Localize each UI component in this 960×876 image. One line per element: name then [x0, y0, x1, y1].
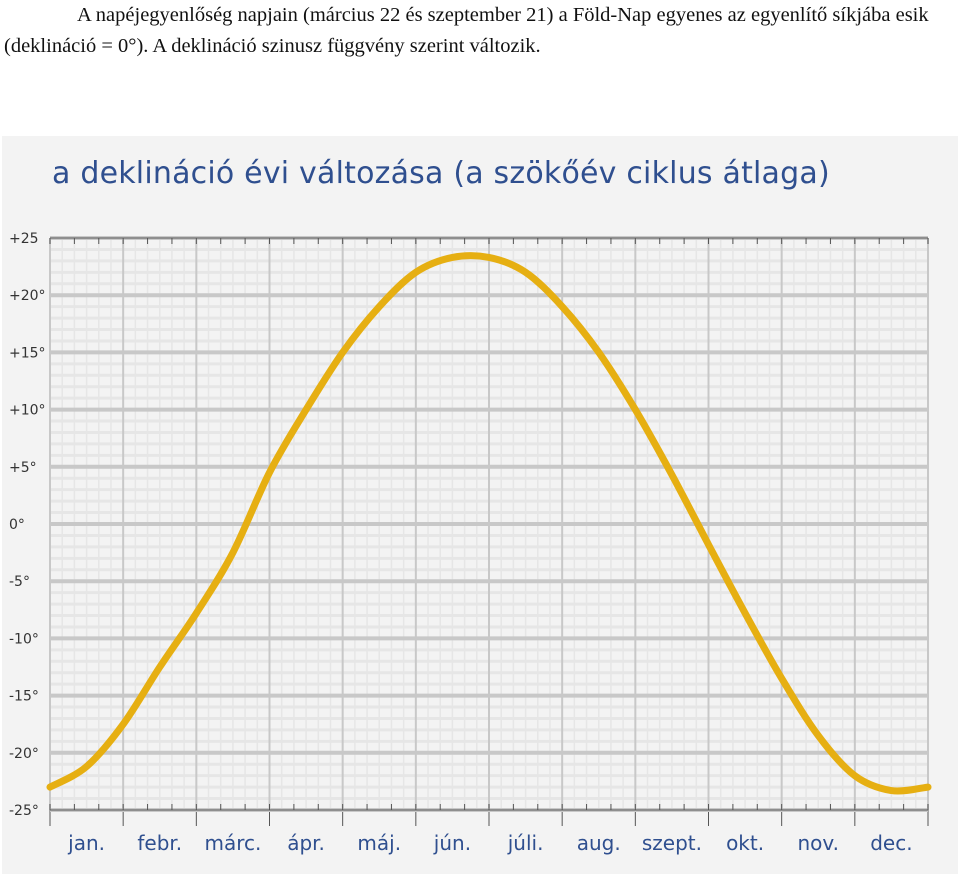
- y-tick-label: +10°: [9, 403, 46, 419]
- y-tick-label: +15°: [9, 345, 46, 361]
- month-label: aug.: [577, 831, 621, 855]
- y-tick-label: -15°: [9, 689, 39, 705]
- month-label: jún.: [433, 831, 471, 855]
- intro-paragraph: A napéjegyenlőség napjain (március 22 és…: [4, 4, 929, 57]
- declination-curve: [46, 252, 932, 795]
- y-tick-label: -10°: [9, 631, 39, 647]
- month-label: szept.: [642, 831, 702, 855]
- month-labels: jan. febr. márc. ápr. máj. jún. júli. aug. szept…: [67, 831, 912, 855]
- series-layer: [46, 252, 932, 795]
- y-tick-labels: +25 +20° +15° +10° +5° 0° -5° -10° -15° -20° -25°: [9, 231, 46, 819]
- month-label: ápr.: [287, 831, 325, 855]
- y-tick-label: -20°: [9, 746, 39, 762]
- chart-title: a deklináció évi változása (a szökőév ci…: [52, 156, 830, 191]
- month-label: jan.: [67, 831, 105, 855]
- y-tick-label: -25°: [9, 803, 39, 819]
- month-label: márc.: [204, 831, 261, 855]
- month-label: okt.: [726, 831, 764, 855]
- month-label: júli.: [507, 831, 544, 855]
- y-tick-label: +5°: [9, 460, 37, 476]
- month-label: nov.: [797, 831, 839, 855]
- month-label: máj.: [357, 831, 401, 855]
- month-label: dec.: [870, 831, 912, 855]
- grid: [49, 236, 929, 826]
- y-tick-label: -5°: [9, 574, 30, 590]
- y-tick-label: +20°: [9, 288, 46, 304]
- y-tick-label: 0°: [9, 517, 25, 533]
- y-tick-label: +25: [9, 231, 39, 247]
- month-label: febr.: [137, 831, 182, 855]
